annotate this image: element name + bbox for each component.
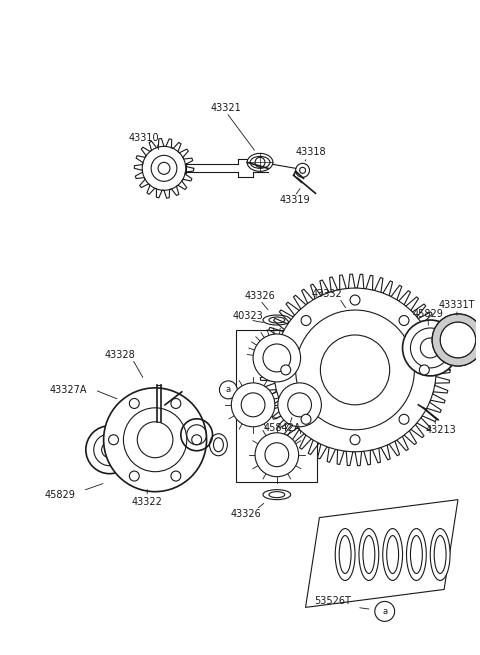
Text: 43326: 43326	[245, 291, 276, 301]
Text: 43319: 43319	[279, 195, 310, 205]
Polygon shape	[306, 500, 458, 607]
Circle shape	[350, 435, 360, 445]
Circle shape	[253, 334, 300, 382]
Circle shape	[432, 314, 480, 366]
Circle shape	[399, 316, 409, 326]
Circle shape	[420, 365, 429, 375]
Circle shape	[171, 471, 181, 481]
Text: 43327A: 43327A	[49, 385, 87, 395]
Circle shape	[375, 601, 395, 622]
Text: 45842A: 45842A	[264, 422, 301, 433]
Circle shape	[171, 398, 181, 409]
Circle shape	[130, 471, 139, 481]
Circle shape	[219, 381, 237, 399]
Circle shape	[301, 415, 311, 424]
Circle shape	[255, 433, 299, 477]
Ellipse shape	[407, 529, 426, 580]
Circle shape	[281, 365, 291, 375]
Circle shape	[278, 383, 322, 427]
Text: 43332: 43332	[312, 289, 343, 299]
Text: 45829: 45829	[45, 490, 75, 500]
Text: 43310: 43310	[129, 134, 159, 143]
Ellipse shape	[247, 153, 273, 172]
Circle shape	[130, 398, 139, 409]
Text: 43326: 43326	[231, 508, 262, 519]
Circle shape	[274, 288, 436, 452]
Ellipse shape	[280, 393, 310, 422]
Circle shape	[192, 435, 202, 445]
Text: 43321: 43321	[211, 103, 242, 113]
Text: 43331T: 43331T	[439, 300, 475, 310]
Text: 43322: 43322	[132, 496, 163, 506]
Text: 53526T: 53526T	[314, 597, 351, 607]
Wedge shape	[432, 314, 480, 366]
Circle shape	[104, 388, 206, 492]
Circle shape	[108, 435, 119, 445]
Text: 40323: 40323	[233, 311, 264, 321]
Text: 43213: 43213	[426, 425, 456, 435]
Text: a: a	[382, 607, 387, 616]
Ellipse shape	[430, 529, 450, 580]
Ellipse shape	[383, 529, 403, 580]
Text: 43328: 43328	[104, 350, 135, 360]
Text: 43318: 43318	[295, 147, 326, 157]
Bar	[236, 330, 317, 481]
Circle shape	[403, 320, 458, 376]
Circle shape	[399, 415, 409, 424]
Ellipse shape	[359, 529, 379, 580]
Text: a: a	[226, 385, 231, 394]
Ellipse shape	[335, 529, 355, 580]
Circle shape	[231, 383, 275, 427]
Text: 45829: 45829	[413, 309, 444, 319]
Circle shape	[350, 295, 360, 305]
Circle shape	[301, 316, 311, 326]
